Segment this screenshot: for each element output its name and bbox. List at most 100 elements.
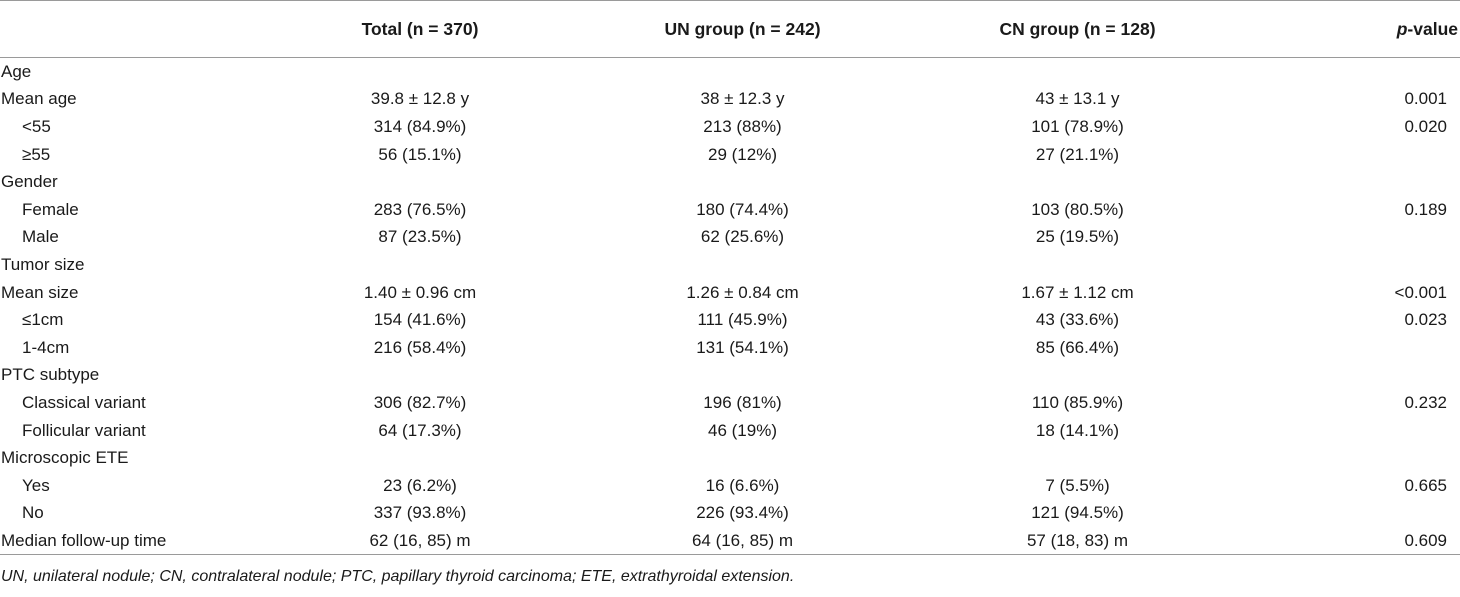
cell-cn-group xyxy=(905,58,1250,86)
cell-total: 87 (23.5%) xyxy=(378,227,462,247)
row-label: Median follow-up time xyxy=(0,526,260,556)
cell-cn-group xyxy=(905,361,1250,389)
row-label: Classical variant xyxy=(22,392,146,412)
table-footnote: UN, unilateral nodule; CN, contralateral… xyxy=(1,568,795,586)
table-row: Male 87 (23.5%) 62 (25.6%) 25 (19.5%) xyxy=(0,223,1460,251)
table-body: Age Mean age 39.8 ± 12.8 y 38 ± 12.3 y 43 ± … xyxy=(0,58,1460,556)
cell-un-group: 213 (88%) xyxy=(703,116,782,136)
cell-cn-group: 7 (5.5%) xyxy=(1045,475,1110,495)
cell-total: 62 (16, 85) m xyxy=(260,526,580,556)
cell-total xyxy=(260,58,580,86)
row-label: No xyxy=(22,503,44,523)
row-label: Mean size xyxy=(1,282,79,302)
cell-un-group xyxy=(580,361,905,389)
header-row: Total (n = 370) UN group (n = 242) CN gr… xyxy=(0,0,1460,58)
row-label: Age xyxy=(1,62,32,82)
header-p-value: p-value xyxy=(1250,0,1460,58)
cell-un-group: 1.26 ± 0.84 cm xyxy=(686,282,799,302)
cell-total: 314 (84.9%) xyxy=(373,116,467,136)
cell-un-group: 62 (25.6%) xyxy=(700,227,785,247)
cell-total: 23 (6.2%) xyxy=(383,475,457,495)
cell-un-group: 196 (81%) xyxy=(703,392,782,412)
cell-un-group: 46 (19%) xyxy=(708,420,777,440)
cell-cn-group: 1.67 ± 1.12 cm xyxy=(1021,282,1134,302)
row-label: Yes xyxy=(22,475,50,495)
row-label: ≤1cm xyxy=(22,310,64,330)
cell-cn-group: 18 (14.1%) xyxy=(1035,420,1120,440)
cell-p-value xyxy=(1250,140,1460,168)
cell-un-group: 16 (6.6%) xyxy=(705,475,780,495)
table-header: Total (n = 370) UN group (n = 242) CN gr… xyxy=(0,0,1460,58)
cell-p-value: 0.020 xyxy=(1404,116,1447,136)
cell-p-value xyxy=(1250,223,1460,251)
cell-un-group: 131 (54.1%) xyxy=(696,337,789,357)
row-label: <55 xyxy=(22,116,51,136)
row-label: Gender xyxy=(1,172,58,192)
cell-total: 283 (76.5%) xyxy=(373,199,467,219)
cell-un-group: 38 ± 12.3 y xyxy=(700,89,785,109)
cell-total xyxy=(260,251,580,279)
row-label: 1-4cm xyxy=(22,337,70,357)
cell-total: 1.40 ± 0.96 cm xyxy=(363,282,477,302)
cell-p-value xyxy=(1250,168,1460,196)
table-row: Microscopic ETE xyxy=(0,444,1460,472)
cell-p-value xyxy=(1250,58,1460,86)
cell-p-value xyxy=(1250,333,1460,361)
header-total: Total (n = 370) xyxy=(260,0,580,58)
cell-cn-group: 27 (21.1%) xyxy=(1035,144,1120,164)
header-un-group: UN group (n = 242) xyxy=(580,0,905,58)
table-row: Median follow-up time 62 (16, 85) m 64 (16… xyxy=(0,526,1460,556)
cell-total: 56 (15.1%) xyxy=(378,144,462,164)
row-label: Male xyxy=(22,227,59,247)
cell-p-value xyxy=(1250,444,1460,472)
table-row: Tumor size xyxy=(0,251,1460,279)
cell-total xyxy=(260,444,580,472)
cell-total: 154 (41.6%) xyxy=(373,310,467,330)
table-row: PTC subtype xyxy=(0,361,1460,389)
cell-total: 64 (17.3%) xyxy=(378,420,462,440)
cell-p-value xyxy=(1250,416,1460,444)
cell-cn-group: 103 (80.5%) xyxy=(1031,199,1124,219)
cell-total: 337 (93.8%) xyxy=(373,503,467,523)
cell-cn-group xyxy=(905,444,1250,472)
header-label-column xyxy=(0,0,260,58)
table-row: Classical variant 306 (82.7%) 196 (81%) 110… xyxy=(0,389,1460,417)
cell-un-group: 180 (74.4%) xyxy=(696,199,789,219)
cell-un-group: 111 (45.9%) xyxy=(697,310,788,330)
cell-total: 39.8 ± 12.8 y xyxy=(370,89,470,109)
table-row: Female 283 (76.5%) 180 (74.4%) 103 (80.5%) 0… xyxy=(0,195,1460,223)
cell-cn-group: 43 ± 13.1 y xyxy=(1035,89,1120,109)
cell-un-group: 226 (93.4%) xyxy=(696,503,789,523)
table-row: Mean size 1.40 ± 0.96 cm 1.26 ± 0.84 cm 1.6… xyxy=(0,278,1460,306)
cell-cn-group: 25 (19.5%) xyxy=(1035,227,1120,247)
table-row: 1-4cm 216 (58.4%) 131 (54.1%) 85 (66.4%) xyxy=(0,333,1460,361)
header-cn-group: CN group (n = 128) xyxy=(905,0,1250,58)
cell-cn-group: 121 (94.5%) xyxy=(1031,503,1124,523)
table-row: ≥55 56 (15.1%) 29 (12%) 27 (21.1%) xyxy=(0,140,1460,168)
cell-un-group: 64 (16, 85) m xyxy=(580,526,905,556)
row-label: PTC subtype xyxy=(1,365,100,385)
cell-cn-group: 110 (85.9%) xyxy=(1031,392,1124,412)
row-label: Follicular variant xyxy=(22,420,146,440)
table-row: Mean age 39.8 ± 12.8 y 38 ± 12.3 y 43 ± 13.… xyxy=(0,85,1460,113)
row-label: Microscopic ETE xyxy=(1,448,129,468)
table-row: Age xyxy=(0,58,1460,86)
cell-total: 306 (82.7%) xyxy=(373,392,467,412)
cell-cn-group xyxy=(905,168,1250,196)
table-row: ≤1cm 154 (41.6%) 111 (45.9%) 43 (33.6%) 0.02… xyxy=(0,306,1460,334)
row-label: ≥55 xyxy=(22,144,51,164)
cell-p-value: 0.023 xyxy=(1404,310,1447,330)
table-row: <55 314 (84.9%) 213 (88%) 101 (78.9%) 0.020 xyxy=(0,113,1460,141)
cell-cn-group xyxy=(905,251,1250,279)
cell-p-value xyxy=(1250,499,1460,527)
cell-total xyxy=(260,361,580,389)
cell-p-value: 0.189 xyxy=(1404,199,1447,219)
table-row: Gender xyxy=(0,168,1460,196)
cell-p-value xyxy=(1250,251,1460,279)
cell-p-value: <0.001 xyxy=(1394,282,1447,302)
cell-cn-group: 85 (66.4%) xyxy=(1035,337,1120,357)
cell-p-value: 0.665 xyxy=(1404,475,1447,495)
cell-p-value: 0.609 xyxy=(1250,526,1460,556)
table-row: No 337 (93.8%) 226 (93.4%) 121 (94.5%) xyxy=(0,499,1460,527)
